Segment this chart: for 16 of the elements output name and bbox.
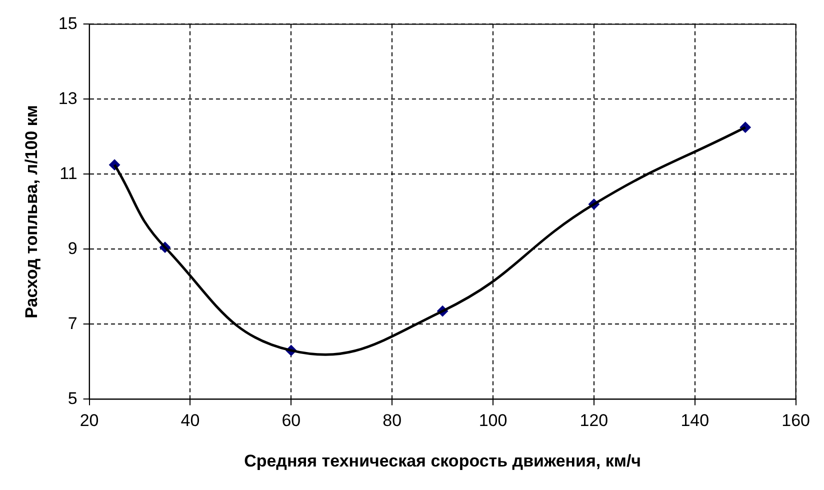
y-tick-label: 9 bbox=[68, 238, 78, 258]
x-tick-label: 80 bbox=[382, 411, 402, 430]
x-tick-label: 60 bbox=[282, 411, 301, 430]
y-tick-label: 5 bbox=[68, 388, 78, 408]
x-tick-label: 160 bbox=[782, 411, 810, 430]
x-tick-label: 120 bbox=[580, 411, 608, 430]
x-tick-label: 20 bbox=[80, 411, 99, 430]
y-axis-title: Расход топльва, л/100 км bbox=[22, 105, 41, 318]
y-tick-label: 11 bbox=[60, 164, 78, 183]
x-tick-label: 140 bbox=[680, 411, 710, 430]
x-tick-label: 100 bbox=[478, 411, 508, 430]
y-tick-label: 7 bbox=[68, 314, 78, 333]
y-tick-label: 13 bbox=[58, 88, 78, 108]
x-tick-label: 40 bbox=[180, 411, 200, 430]
x-axis-title: Средняя техническая скорость движения, км/ч bbox=[244, 451, 642, 470]
y-tick-label: 15 bbox=[58, 14, 78, 33]
